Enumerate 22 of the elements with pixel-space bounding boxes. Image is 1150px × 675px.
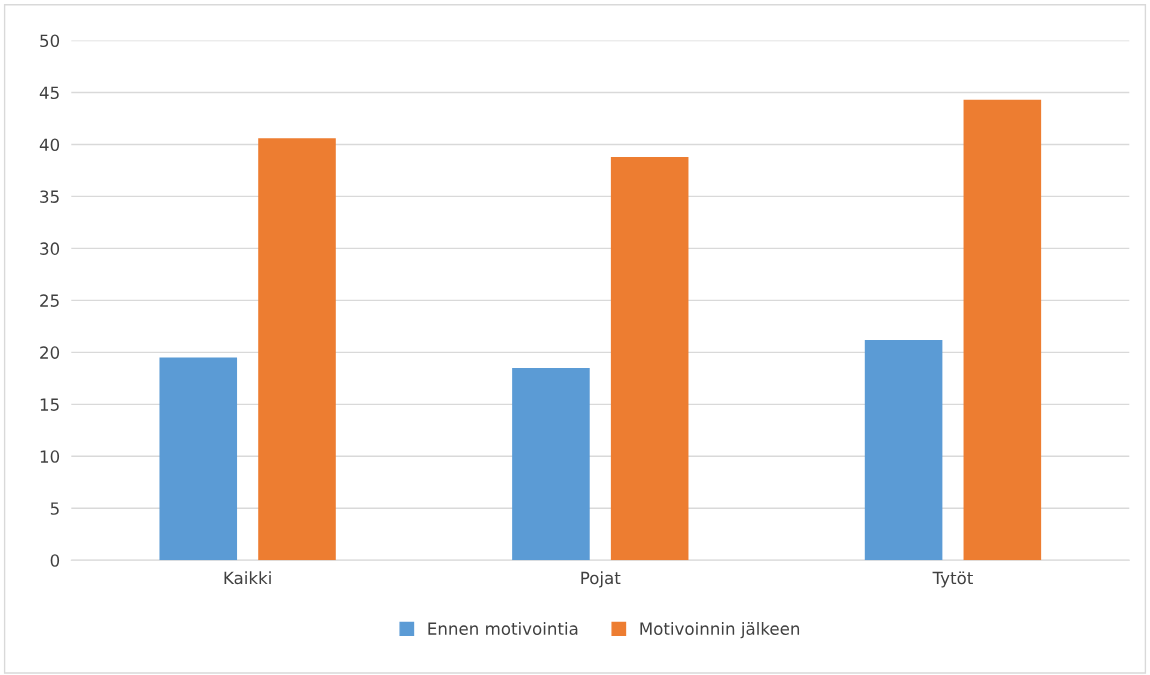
x-tick-label: Pojat [581,571,621,588]
y-tick-label: 0 [50,554,60,567]
y-tick-label: 5 [50,502,59,515]
bar [864,339,943,561]
bar [512,367,590,561]
legend-label: Motivoinnin jälkeen [640,622,800,639]
bar [159,357,238,561]
y-tick-label: 45 [39,86,59,100]
bar [963,99,1042,561]
y-tick-label: 50 [40,34,60,48]
y-tick-label: 25 [40,294,59,307]
x-tick-label: Tytöt [932,571,973,588]
y-tick-label: 10 [40,450,60,463]
y-tick-label: 35 [40,190,59,203]
legend-label: Ennen motivointia [428,622,578,635]
y-tick-label: 30 [40,242,60,255]
y-tick-label: 40 [39,138,60,152]
bar [610,156,689,561]
x-tick-label: Kaikki [224,571,271,585]
y-tick-label: 20 [40,346,60,359]
bar [258,138,336,561]
y-tick-label: 15 [40,398,59,411]
